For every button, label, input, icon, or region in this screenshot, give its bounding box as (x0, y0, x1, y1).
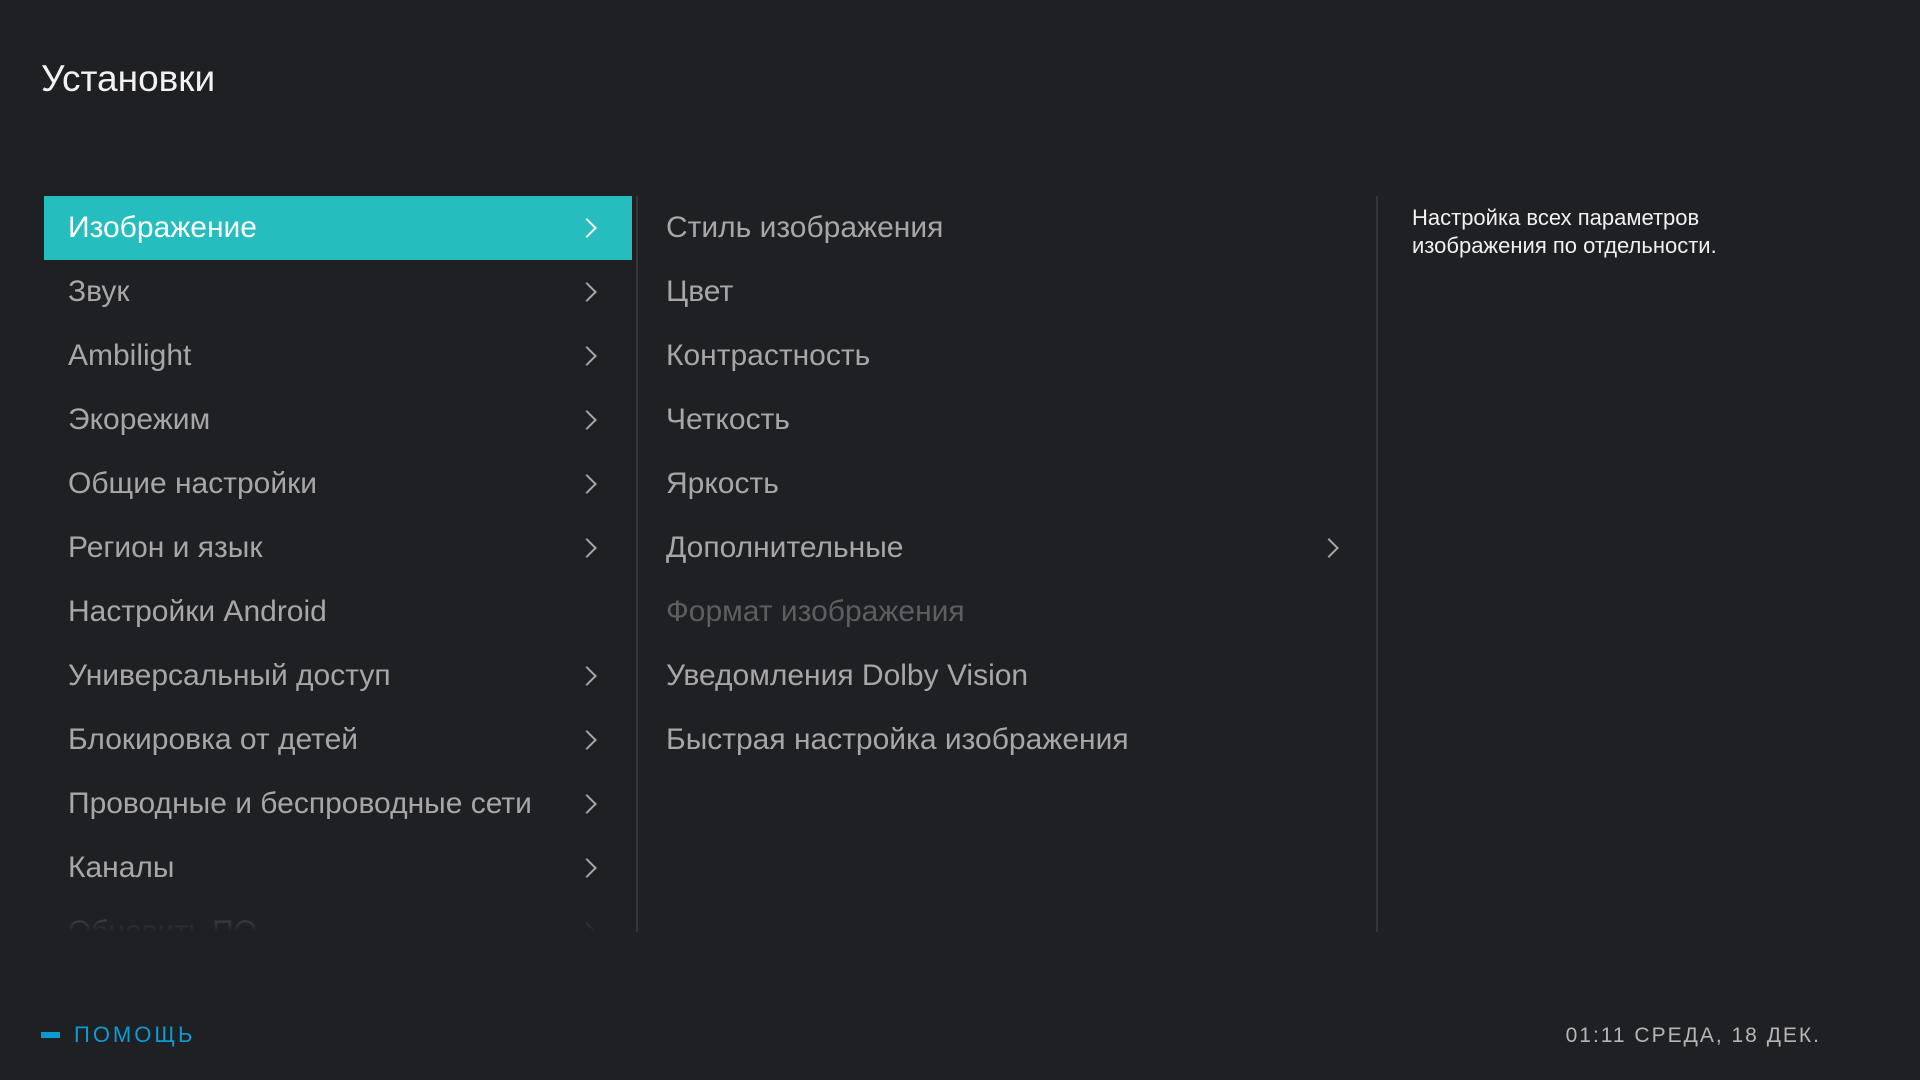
menu-item-label: Проводные и беспроводные сети (68, 787, 532, 820)
submenu-item-label: Четкость (666, 403, 790, 436)
help-label: ПОМОЩЬ (74, 1022, 196, 1047)
menu-item-label: Обновить ПО (68, 915, 258, 932)
chevron-right-icon (577, 474, 597, 494)
submenu-item-label: Яркость (666, 467, 779, 500)
menu-item-general[interactable]: Общие настройки (44, 452, 632, 516)
menu-item-label: Регион и язык (68, 531, 263, 564)
chevron-right-icon (577, 858, 597, 878)
submenu-item-quick-setup[interactable]: Быстрая настройка изображения (642, 708, 1342, 772)
chevron-right-icon (577, 666, 597, 686)
column-divider (1376, 196, 1378, 932)
menu-item-label: Универсальный доступ (68, 659, 391, 692)
menu-item-networks[interactable]: Проводные и беспроводные сети (44, 772, 632, 836)
menu-item-eco[interactable]: Экорежим (44, 388, 632, 452)
chevron-right-icon (577, 922, 597, 932)
chevron-right-icon (577, 410, 597, 430)
chevron-right-icon (577, 538, 597, 558)
menu-item-label: Настройки Android (68, 595, 327, 628)
chevron-right-icon (577, 730, 597, 750)
submenu-item-picture-style[interactable]: Стиль изображения (642, 196, 1342, 260)
menu-item-region[interactable]: Регион и язык (44, 516, 632, 580)
submenu-item-label: Быстрая настройка изображения (666, 723, 1129, 756)
submenu-item-label: Уведомления Dolby Vision (666, 659, 1029, 692)
clock: 01:11 СРЕДА, 18 ДЕК. (1565, 1024, 1821, 1047)
menu-item-label: Экорежим (68, 403, 211, 436)
description-line: Настройка всех параметров (1412, 205, 1700, 230)
submenu-item-advanced[interactable]: Дополнительные (642, 516, 1342, 580)
submenu-item-label: Стиль изображения (666, 211, 944, 244)
menu-item-sound[interactable]: Звук (44, 260, 632, 324)
menu-item-ambilight[interactable]: Ambilight (44, 324, 632, 388)
menu-item-label: Изображение (68, 211, 257, 244)
menu-item-label: Звук (68, 275, 130, 308)
menu-item-label: Ambilight (68, 339, 192, 372)
submenu-item-contrast[interactable]: Контрастность (642, 324, 1342, 388)
chevron-right-icon (1319, 538, 1339, 558)
settings-category-list: Изображение Звук Ambilight Экорежим Общи… (44, 196, 632, 932)
menu-item-picture[interactable]: Изображение (44, 196, 632, 260)
page-title: Установки (41, 58, 216, 99)
submenu-item-label: Цвет (666, 275, 734, 308)
menu-item-child-lock[interactable]: Блокировка от детей (44, 708, 632, 772)
submenu-item-label: Формат изображения (666, 595, 965, 628)
description-line: изображения по отдельности. (1412, 233, 1717, 258)
submenu-item-dolby-vision[interactable]: Уведомления Dolby Vision (642, 644, 1342, 708)
menu-item-label: Каналы (68, 851, 175, 884)
menu-item-label: Блокировка от детей (68, 723, 359, 756)
column-divider (636, 196, 638, 932)
menu-item-label: Общие настройки (68, 467, 317, 500)
chevron-right-icon (577, 794, 597, 814)
submenu-item-picture-format: Формат изображения (642, 580, 1342, 644)
chevron-right-icon (577, 282, 597, 302)
submenu-item-sharpness[interactable]: Четкость (642, 388, 1342, 452)
submenu-item-brightness[interactable]: Яркость (642, 452, 1342, 516)
menu-item-accessibility[interactable]: Универсальный доступ (44, 644, 632, 708)
chevron-right-icon (577, 218, 597, 238)
submenu-item-label: Контрастность (666, 339, 871, 372)
chevron-right-icon (577, 346, 597, 366)
picture-submenu: Стиль изображения Цвет Контрастность Чет… (642, 196, 1342, 772)
menu-item-channels[interactable]: Каналы (44, 836, 632, 900)
help-button[interactable]: ПОМОЩЬ (41, 1022, 195, 1048)
menu-item-update[interactable]: Обновить ПО (44, 900, 632, 932)
blue-key-icon (41, 1032, 60, 1038)
description-panel: Настройка всех параметров изображения по… (1412, 204, 1832, 260)
submenu-item-label: Дополнительные (666, 531, 904, 564)
menu-item-android[interactable]: Настройки Android (44, 580, 632, 644)
submenu-item-color[interactable]: Цвет (642, 260, 1342, 324)
